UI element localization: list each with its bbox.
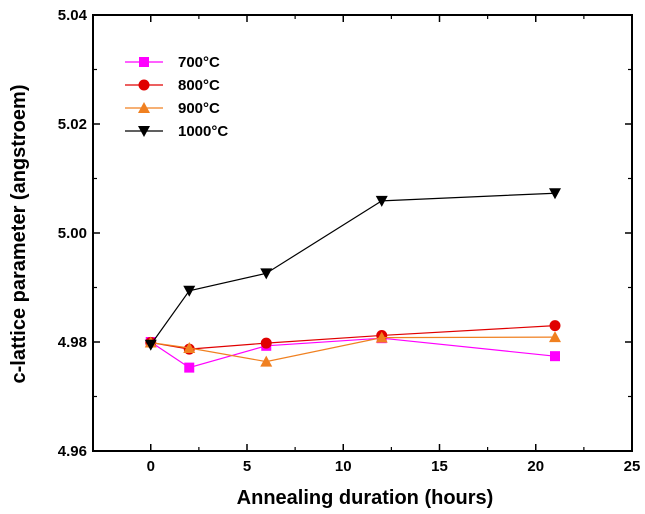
data-point (260, 337, 272, 349)
y-tick-label: 4.98 (58, 334, 87, 351)
axis-ticks: 0 5 10 15 20 25 4.96 4.98 5.00 5.02 5.04 (58, 7, 641, 475)
x-tick-label: 25 (624, 458, 641, 475)
series-2 (144, 331, 561, 367)
legend-marker (138, 79, 150, 91)
data-point (375, 331, 388, 343)
series-line (150, 337, 556, 369)
data-point (550, 351, 560, 362)
data-point (183, 341, 196, 353)
data-point (375, 195, 388, 207)
legend-label: 1000°C (178, 123, 228, 140)
data-point (184, 362, 195, 373)
x-tick-label: 5 (243, 458, 251, 475)
data-point (549, 188, 561, 200)
legend-label: 700°C (178, 54, 220, 71)
data-point (260, 355, 273, 367)
x-tick-label: 20 (527, 458, 544, 475)
y-axis-title: c-lattice parameter (angstroem) (8, 85, 30, 384)
legend-label: 800°C (178, 77, 220, 94)
legend: 700°C 800°C 900°C 1000°C (125, 54, 228, 140)
legend-marker (138, 102, 150, 113)
y-tick-label: 5.00 (58, 225, 87, 242)
y-tick-label: 4.96 (58, 443, 87, 460)
data-point (549, 331, 561, 343)
legend-marker (138, 126, 150, 137)
y-tick-label: 5.04 (58, 7, 88, 24)
y-tick-label: 5.02 (58, 116, 87, 133)
legend-item: 800°C (125, 77, 220, 94)
series-layer (144, 188, 561, 373)
data-point (260, 268, 273, 280)
series-3 (144, 188, 561, 351)
plot-frame (92, 14, 633, 452)
data-point (549, 320, 561, 332)
x-tick-label: 15 (431, 458, 448, 475)
data-point (144, 339, 157, 351)
legend-item: 700°C (125, 54, 220, 71)
x-axis-title: Annealing duration (hours) (237, 487, 494, 509)
x-tick-label: 0 (147, 458, 155, 475)
legend-marker (139, 57, 149, 67)
legend-label: 900°C (178, 100, 220, 117)
legend-item: 1000°C (125, 123, 228, 140)
series-line (150, 192, 556, 346)
series-0 (145, 333, 560, 373)
x-tick-label: 10 (335, 458, 352, 475)
legend-item: 900°C (125, 100, 220, 117)
data-point (183, 285, 196, 297)
